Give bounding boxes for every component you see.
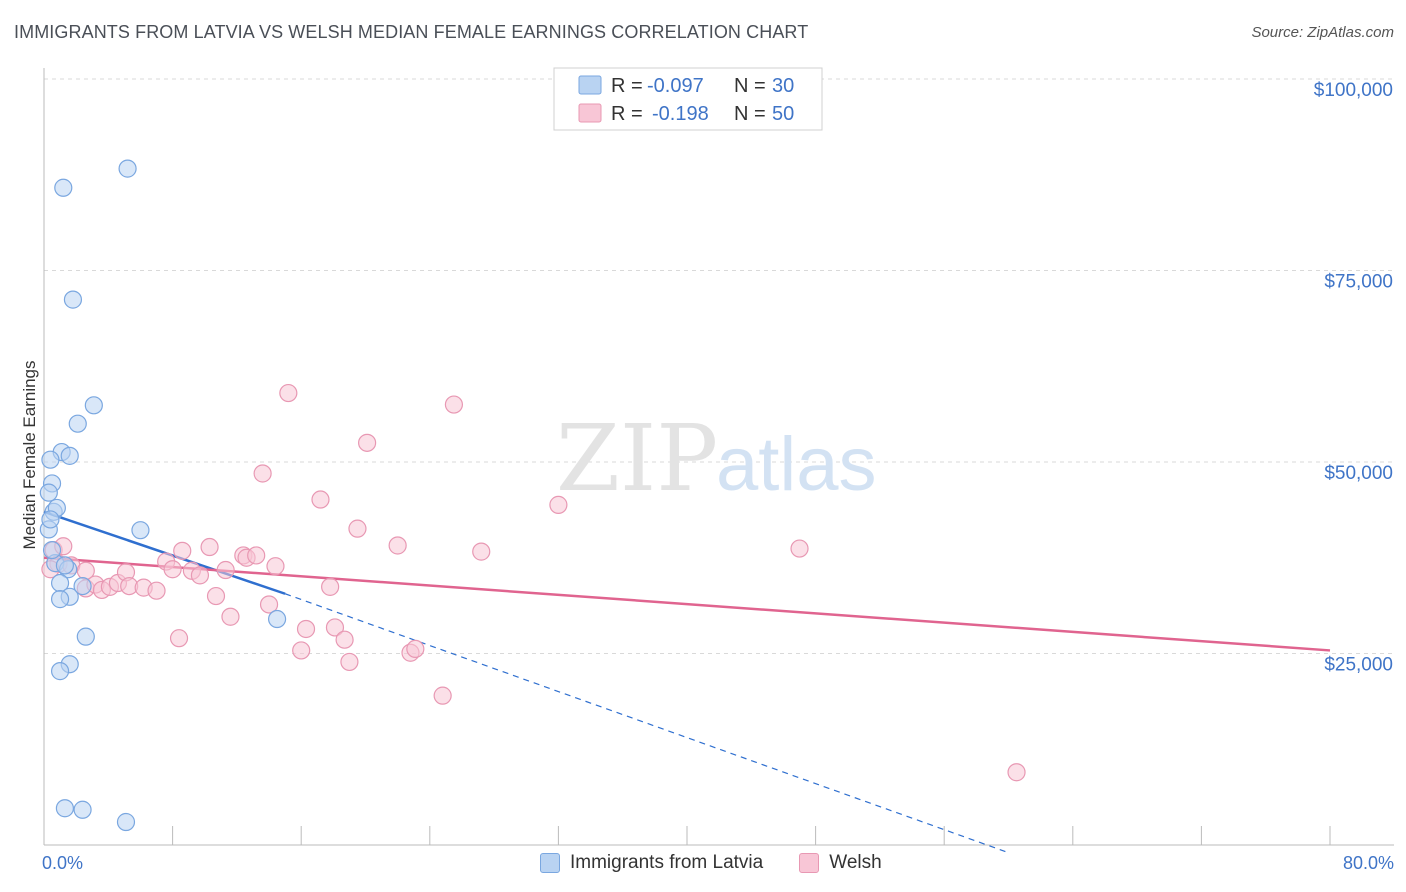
data-point-latvia <box>131 521 150 540</box>
data-point-welsh <box>221 607 240 626</box>
data-point-welsh <box>335 630 354 649</box>
data-point-latvia <box>55 556 74 575</box>
data-point-welsh <box>311 490 330 509</box>
data-point-welsh <box>549 495 568 514</box>
trend-line-welsh <box>43 556 1331 652</box>
data-point-welsh <box>259 595 279 614</box>
data-point-welsh <box>147 581 166 600</box>
legend-n-label-latvia: N = <box>734 75 766 97</box>
data-point-welsh <box>169 629 189 648</box>
data-point-latvia <box>73 800 92 819</box>
stats-legend: R = -0.097 N = 30 R = -0.198 N = 50 <box>553 67 823 131</box>
data-point-latvia <box>267 609 287 629</box>
watermark-atlas: atlas <box>716 422 877 507</box>
legend-item-latvia: Immigrants from Latvia <box>540 852 763 874</box>
legend-label-latvia: Immigrants from Latvia <box>570 852 764 873</box>
legend-swatch-welsh <box>799 853 820 873</box>
data-point-latvia <box>73 576 92 596</box>
legend-r-value-latvia: -0.097 <box>647 75 704 97</box>
y-tick-labels: $25,000 $50,000 $75,000 $100,000 <box>1314 80 1393 676</box>
data-point-welsh <box>472 542 491 561</box>
data-point-welsh <box>247 546 266 565</box>
gridlines <box>44 78 1394 654</box>
y-axis-label: Median Female Earnings <box>20 361 39 550</box>
data-point-latvia <box>84 396 103 415</box>
legend-n-label-welsh: N = <box>734 103 766 125</box>
data-point-welsh <box>173 541 192 560</box>
data-point-latvia <box>76 627 95 646</box>
data-point-latvia <box>63 290 83 309</box>
data-point-latvia <box>41 510 60 529</box>
data-point-welsh <box>266 557 285 576</box>
data-point-welsh <box>206 586 226 606</box>
data-point-welsh <box>279 383 298 403</box>
data-point-latvia <box>50 662 70 681</box>
data-point-welsh <box>790 539 809 558</box>
legend-n-value-latvia: 30 <box>772 75 794 97</box>
data-point-latvia <box>55 799 74 818</box>
data-point-latvia <box>54 178 73 197</box>
data-point-welsh <box>190 566 210 585</box>
data-point-welsh <box>253 464 272 483</box>
data-point-latvia <box>116 812 136 832</box>
y-tick-label: $75,000 <box>1324 272 1393 293</box>
x-tick-label-start: 0.0% <box>42 853 83 873</box>
data-point-welsh <box>321 577 340 596</box>
data-point-welsh <box>406 639 425 659</box>
data-point-welsh <box>1007 763 1026 782</box>
series-welsh-points <box>41 383 1026 782</box>
data-point-welsh <box>163 560 182 579</box>
legend-r-value-welsh: -0.198 <box>652 103 709 125</box>
data-point-latvia <box>50 590 70 609</box>
y-tick-label: $50,000 <box>1324 463 1393 484</box>
legend-swatch-latvia <box>540 853 560 873</box>
data-point-welsh <box>358 433 377 452</box>
legend-swatch-latvia <box>578 75 602 95</box>
axes <box>43 68 1394 846</box>
data-point-latvia <box>42 540 62 560</box>
data-point-welsh <box>388 536 407 555</box>
data-point-welsh <box>200 537 219 557</box>
watermark: ZIP atlas <box>556 405 877 512</box>
y-tick-label: $100,000 <box>1314 80 1393 101</box>
data-point-welsh <box>325 618 345 637</box>
data-point-latvia <box>39 483 58 502</box>
data-point-welsh <box>292 641 311 660</box>
legend-swatch-welsh <box>578 103 602 123</box>
x-tick-label-end: 80.0% <box>1343 853 1394 873</box>
legend-n-value-welsh: 50 <box>772 103 794 125</box>
watermark-zip: ZIP <box>556 405 718 512</box>
y-tick-label: $25,000 <box>1324 655 1393 676</box>
series-legend: Immigrants from Latvia Welsh <box>540 852 908 874</box>
data-point-latvia <box>41 450 60 469</box>
trend-line-latvia-extension <box>284 593 1009 854</box>
data-point-welsh <box>433 686 452 705</box>
data-point-welsh <box>296 619 316 639</box>
legend-label-welsh: Welsh <box>829 852 882 873</box>
data-point-latvia <box>60 446 79 465</box>
data-point-latvia <box>68 414 87 433</box>
data-point-welsh <box>216 560 235 580</box>
series-latvia-points <box>39 159 287 832</box>
chart-title: IMMIGRANTS FROM LATVIA VS WELSH MEDIAN F… <box>14 22 809 42</box>
data-point-latvia <box>118 159 137 178</box>
data-point-welsh <box>444 395 464 414</box>
data-point-welsh <box>340 652 359 672</box>
trend-lines <box>43 510 1331 854</box>
legend-item-welsh: Welsh <box>799 852 882 874</box>
legend-r-label-latvia: R = <box>611 75 643 97</box>
data-point-welsh <box>348 519 367 538</box>
legend-r-label-welsh: R = <box>611 103 643 125</box>
source-credit: Source: ZipAtlas.com <box>1251 24 1394 41</box>
